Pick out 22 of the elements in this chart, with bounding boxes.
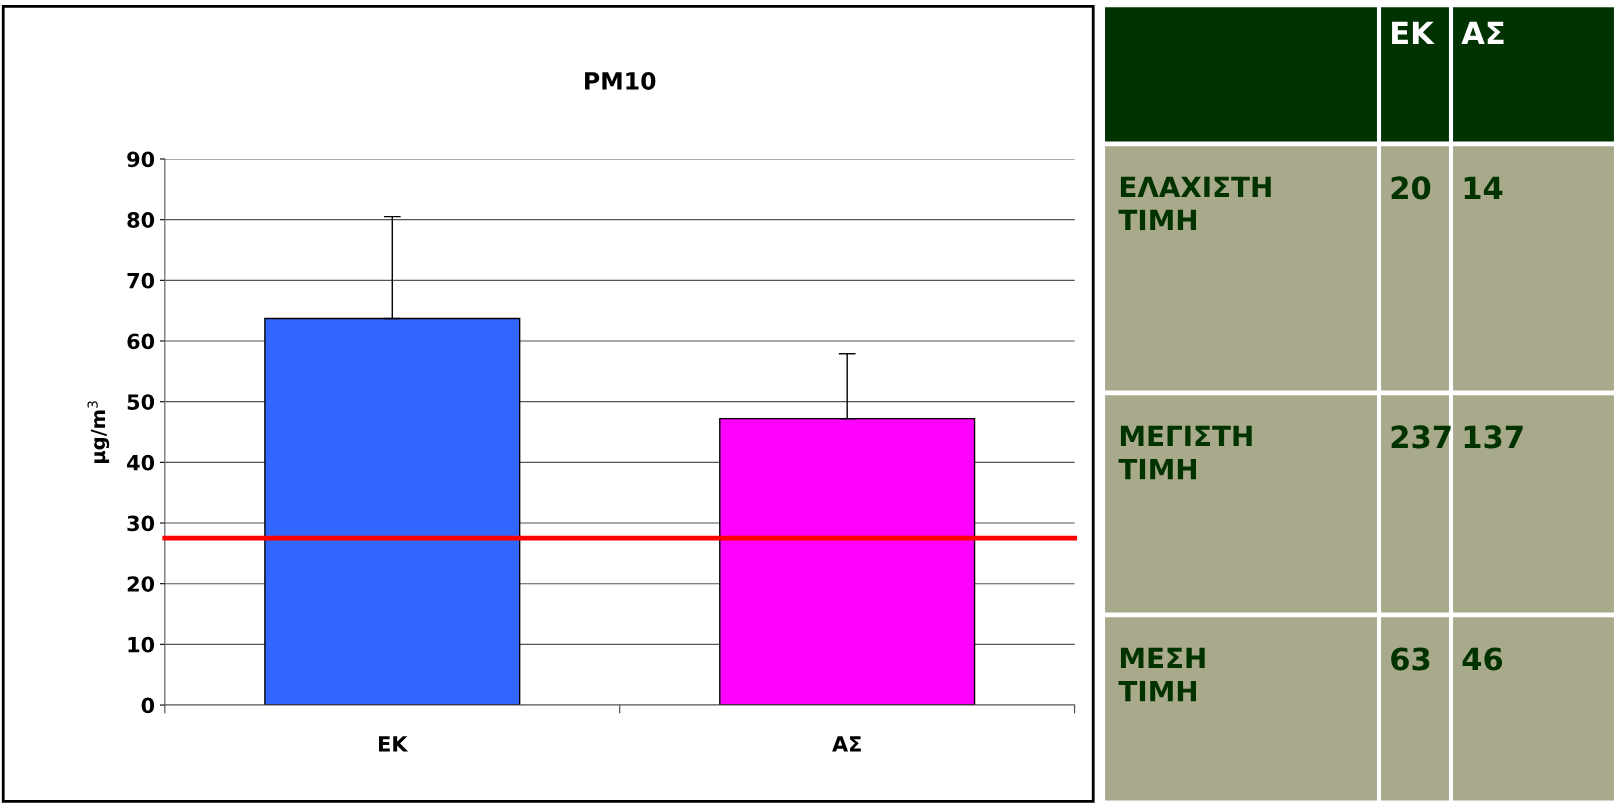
text: 46 <box>1462 647 1503 671</box>
y-tick-label: 10 <box>128 636 155 653</box>
y-axis-title: μg/m$^{3}$ <box>87 401 110 463</box>
y-tick-label: 0 <box>141 697 155 714</box>
text: 137 <box>1464 425 1523 449</box>
text: 63 <box>1391 647 1430 671</box>
y-tick-label: 70 <box>127 272 155 289</box>
y-tick-label: 30 <box>127 515 155 532</box>
category-label: ΑΣ <box>1461 21 1504 44</box>
y-tick-label: 20 <box>127 576 155 592</box>
text: 14 <box>1464 176 1503 199</box>
y-tick-label: 80 <box>127 212 155 228</box>
category-label: ΕΚ <box>1392 21 1435 44</box>
y-tick-label: 40 <box>127 454 155 471</box>
category-label: ΜΕΣΗ ΤΙΜΗ <box>1118 647 1205 702</box>
category-label: ΕΛΑΧΙΣΤΗ ΤΙΜΗ <box>1118 176 1271 231</box>
text: 20 <box>1391 176 1431 200</box>
y-tick-label: 60 <box>127 333 155 350</box>
y-tick-label: 90 <box>127 151 155 168</box>
category-label: ΜΕΓΙΣΤΗ ΤΙΜΗ <box>1118 425 1252 480</box>
chart-title: PM10 <box>585 72 656 90</box>
y-tick-label: 50 <box>127 394 155 410</box>
